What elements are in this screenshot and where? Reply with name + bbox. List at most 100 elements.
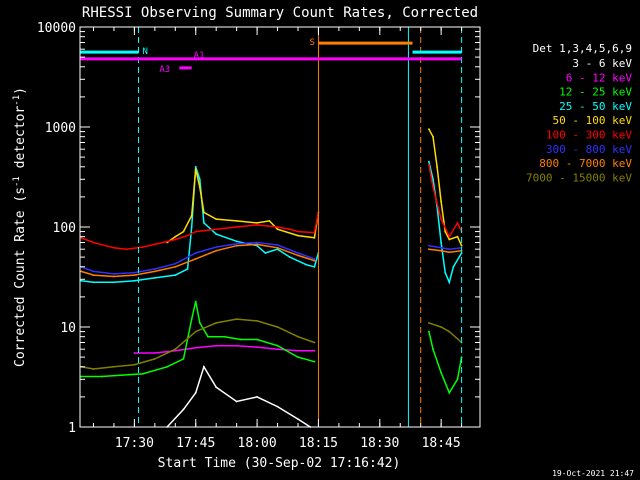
- data-point-800-7000-kev-16: [448, 251, 451, 254]
- series-100-300-kev: [80, 163, 463, 251]
- data-point-25-50-kev-26: [448, 281, 451, 284]
- y-axis-label-exp2: -1: [12, 95, 22, 106]
- series-line-25-50-kev-2: [428, 161, 463, 285]
- series-line-50-100-kev-2: [428, 128, 463, 247]
- series-300-800-kev: [80, 241, 463, 275]
- data-point-7000-15000-kev-8: [215, 322, 218, 324]
- data-point-3-6-kev-7: [256, 396, 258, 398]
- flag-label-a3: A3: [159, 65, 170, 75]
- data-point-300-800-kev-9: [235, 242, 238, 245]
- data-point-3-6-kev-3: [194, 391, 197, 394]
- data-point-7000-15000-kev-12: [297, 335, 299, 338]
- data-point-12-25-kev-20: [448, 391, 451, 394]
- data-point-800-7000-kev-7: [194, 258, 197, 260]
- data-point-100-300-kev-3: [113, 246, 115, 249]
- data-point-7000-15000-kev-10: [256, 320, 258, 322]
- data-point-12-25-kev-4: [141, 373, 144, 375]
- data-point-7000-15000-kev-2: [92, 368, 95, 370]
- data-point-800-7000-kev-15: [440, 249, 442, 252]
- x-tick-label-1745: 17:45: [176, 436, 215, 451]
- data-point-12-25-kev-8: [194, 300, 197, 303]
- y-axis-label-main: Corrected Count Rate (s: [13, 187, 28, 367]
- data-point-25-50-kev-21: [428, 160, 430, 163]
- data-point-50-100-kev-8: [215, 218, 218, 221]
- legend-entry-12-25-kev: 12 - 25 keV: [559, 86, 632, 99]
- data-point-50-100-kev-20: [444, 230, 447, 233]
- data-point-7000-15000-kev-11: [276, 326, 279, 328]
- data-point-800-7000-kev-1: [80, 270, 83, 273]
- y-tick-label-100: 100: [53, 221, 76, 236]
- data-point-50-100-kev-21: [448, 238, 451, 241]
- legend-entry-800-7000-kev: 800 - 7000 keV: [539, 157, 632, 170]
- legend-entry-6-12-kev: 6 - 12 keV: [566, 71, 633, 84]
- data-point-100-300-kev-8: [186, 234, 189, 237]
- data-point-12-25-kev-5: [166, 365, 169, 368]
- data-point-3-6-kev-6: [235, 400, 238, 403]
- data-point-7000-15000-kev-3: [113, 365, 115, 368]
- data-point-12-25-kev-15: [297, 356, 299, 358]
- data-point-7000-15000-kev-16: [448, 330, 451, 333]
- data-point-7000-15000-kev-6: [174, 348, 177, 351]
- data-point-100-300-kev-9: [194, 230, 197, 233]
- y-axis-label: Corrected Count Rate (s-1 detector-1): [12, 87, 28, 367]
- legend-entry-300-800-kev: 300 - 800 keV: [546, 143, 632, 156]
- data-point-25-50-kev-24: [440, 241, 442, 244]
- data-point-25-50-kev-2: [92, 281, 95, 284]
- data-point-7000-15000-kev-15: [440, 326, 442, 328]
- data-point-800-7000-kev-2: [92, 274, 95, 276]
- x-tick-label-1800: 18:00: [238, 436, 277, 451]
- data-point-50-100-kev-23: [460, 244, 463, 247]
- data-point-800-7000-kev-6: [174, 265, 177, 268]
- data-point-7000-15000-kev-14: [428, 322, 430, 324]
- data-point-12-25-kev-2: [100, 375, 103, 378]
- y-axis-label-exp1: -1: [12, 176, 22, 187]
- data-point-50-100-kev-13: [297, 234, 299, 237]
- data-point-25-50-kev-25: [444, 271, 447, 274]
- y-tick-label-10: 10: [60, 321, 76, 336]
- data-point-100-300-kev-10: [215, 228, 218, 231]
- data-point-50-100-kev-5: [194, 168, 197, 170]
- data-point-12-25-kev-3: [121, 374, 123, 376]
- data-point-50-100-kev-11: [268, 220, 271, 222]
- data-point-50-100-kev-16: [428, 128, 430, 131]
- data-point-12-25-kev-9: [198, 322, 201, 324]
- series-line-12-25-kev-2: [428, 331, 463, 395]
- data-point-7000-15000-kev-13: [313, 341, 316, 344]
- data-point-800-7000-kev-4: [133, 274, 136, 276]
- data-point-300-800-kev-3: [113, 273, 115, 275]
- data-point-25-50-kev-19: [313, 265, 316, 268]
- data-point-12-25-kev-1: [80, 375, 83, 378]
- data-point-100-300-kev-11: [235, 226, 238, 228]
- legend-entry-50-100-kev: 50 - 100 keV: [553, 114, 633, 127]
- data-point-25-50-kev-17: [288, 256, 291, 258]
- data-point-100-300-kev-14: [288, 228, 291, 231]
- data-point-50-100-kev-18: [436, 165, 438, 168]
- data-point-100-300-kev-5: [141, 246, 144, 249]
- data-point-800-7000-kev-13: [313, 259, 316, 262]
- series-layer: [80, 128, 463, 428]
- data-point-300-800-kev-15: [440, 246, 442, 249]
- data-point-12-25-kev-19: [440, 371, 442, 374]
- data-point-300-800-kev-10: [256, 241, 258, 244]
- data-point-50-100-kev-7: [203, 211, 205, 214]
- data-point-25-50-kev-10: [198, 178, 201, 181]
- y-tick-label-10000: 10000: [37, 21, 76, 36]
- data-point-300-800-kev-2: [92, 270, 95, 273]
- data-point-6-12-kev-2: [153, 352, 156, 354]
- data-point-6-12-kev-5: [215, 344, 218, 347]
- y-tick-label-1000: 1000: [45, 121, 76, 136]
- data-point-50-100-kev-3: [182, 230, 185, 233]
- data-point-3-6-kev-2: [182, 408, 185, 411]
- data-point-7000-15000-kev-7: [194, 330, 197, 333]
- data-point-300-800-kev-12: [297, 252, 299, 254]
- flag-layer: N S A1 A3: [80, 38, 462, 75]
- data-point-300-800-kev-14: [428, 244, 430, 247]
- y-axis-label-mid: detector: [13, 106, 28, 177]
- series-7000-15000-kev: [80, 318, 463, 370]
- series-line-300-800-kev-2: [428, 244, 462, 250]
- chart-title: RHESSI Observing Summary Count Rates, Co…: [82, 5, 478, 21]
- data-point-800-7000-kev-12: [297, 254, 299, 257]
- legend-entry-7000-15000-kev: 7000 - 15000 keV: [526, 171, 632, 184]
- data-point-300-800-kev-13: [313, 258, 316, 260]
- data-point-6-12-kev-9: [297, 349, 299, 352]
